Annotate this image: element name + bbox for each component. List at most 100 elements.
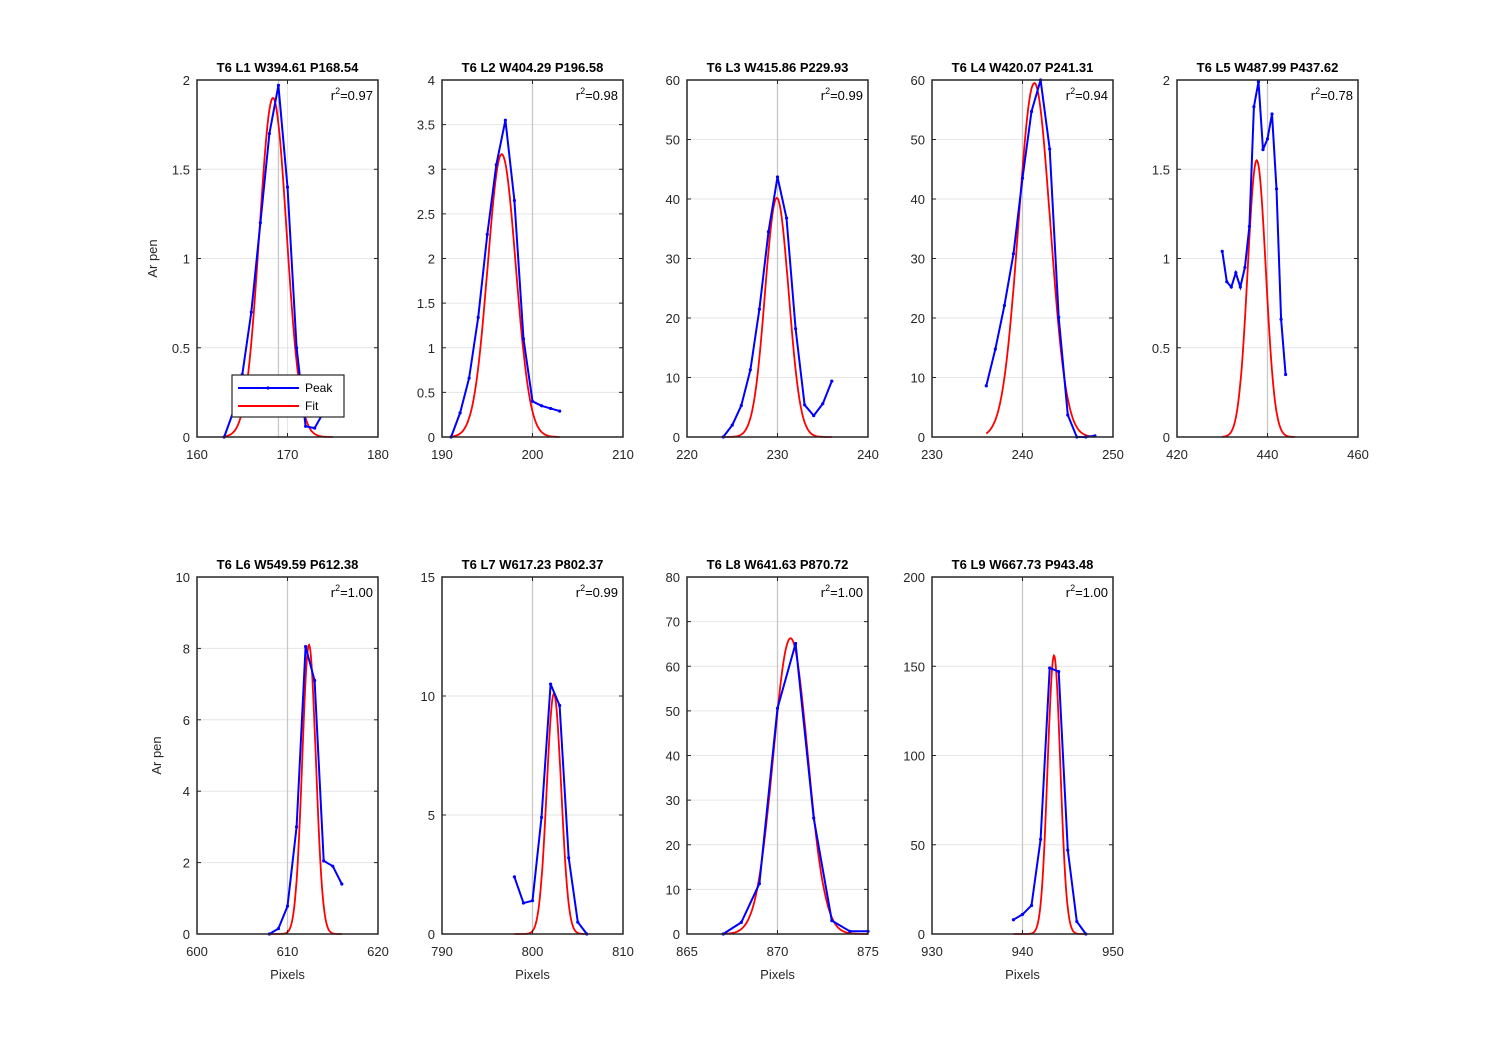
y-axis-label: Ar pen	[145, 239, 160, 277]
peak-point	[757, 307, 762, 311]
y-tick-label: 20	[666, 838, 680, 853]
peak-point	[313, 678, 317, 683]
r-squared-exponent: 2	[825, 86, 830, 96]
peak-point	[304, 424, 308, 428]
peak-point	[1011, 918, 1016, 922]
x-tick-label: 180	[367, 447, 389, 462]
x-tick-label: 200	[522, 447, 544, 462]
subplot-8: 865 870 875 0 10 20 30 40 50 60 70 80 T6 L8 W641.63 …	[666, 557, 879, 982]
peak-point	[830, 379, 834, 383]
r-squared-symbol: r	[1066, 88, 1071, 103]
peak-point	[739, 920, 743, 924]
x-tick-label: 230	[767, 447, 789, 462]
peak-point	[567, 856, 571, 860]
subplot-7: 790 800 810 0 5 10 15 T6 L7 W617.23 P802.37 r2=0…	[421, 557, 634, 982]
y-tick-label: 0	[1163, 430, 1170, 445]
peak-point	[322, 859, 326, 863]
peak-point	[494, 163, 498, 167]
y-tick-label: 5	[428, 808, 435, 823]
y-tick-label: 20	[666, 311, 680, 326]
y-tick-label: 0	[183, 430, 190, 445]
r-squared-label: r2=0.98	[576, 86, 618, 103]
x-axis-label: Pixels	[270, 967, 305, 982]
peak-point	[1243, 265, 1247, 270]
peak-point	[549, 682, 553, 686]
y-tick-label: 4	[428, 73, 435, 88]
y-tick-label: 0	[428, 927, 435, 942]
r-squared-value: =0.98	[585, 88, 618, 103]
subplot-title: T6 L7 W617.23 P802.37	[462, 557, 604, 572]
peak-point	[539, 815, 544, 819]
y-tick-label: 1	[183, 252, 190, 267]
peak-point	[521, 337, 526, 341]
x-tick-label: 870	[767, 944, 789, 959]
peak-point	[1066, 413, 1070, 417]
r-squared-exponent: 2	[335, 86, 340, 96]
y-tick-label: 70	[666, 615, 680, 630]
x-axis-label: Pixels	[515, 967, 550, 982]
r-squared-exponent: 2	[335, 583, 340, 593]
peak-point	[1002, 303, 1007, 308]
y-tick-label: 60	[911, 73, 925, 88]
y-tick-label: 0	[428, 430, 435, 445]
peak-point	[803, 403, 807, 407]
subplot-title: T6 L8 W641.63 P870.72	[707, 557, 849, 572]
y-tick-label: 30	[911, 252, 925, 267]
y-tick-label: 2	[428, 252, 435, 267]
x-tick-label: 810	[612, 944, 634, 959]
fit-series-line	[1222, 159, 1295, 438]
y-tick-label: 150	[903, 659, 925, 674]
x-tick-label: 600	[186, 944, 208, 959]
peak-point	[1048, 147, 1052, 151]
r-squared-label: r2=1.00	[821, 583, 863, 600]
peak-point	[812, 816, 816, 820]
x-tick-label: 220	[676, 447, 698, 462]
peak-point	[512, 875, 517, 879]
peak-point	[748, 368, 752, 372]
r-squared-exponent: 2	[825, 583, 830, 593]
peak-point	[739, 403, 743, 408]
subplot-title: T6 L5 W487.99 P437.62	[1197, 60, 1339, 75]
r-squared-symbol: r	[1311, 88, 1316, 103]
r-squared-symbol: r	[821, 585, 826, 600]
r-squared-value: =0.97	[340, 88, 373, 103]
y-tick-label: 50	[911, 133, 925, 148]
y-tick-label: 1.5	[417, 296, 435, 311]
peak-point	[1039, 837, 1043, 841]
x-tick-label: 250	[1102, 447, 1124, 462]
r-squared-symbol: r	[821, 88, 826, 103]
x-tick-label: 240	[1012, 447, 1034, 462]
r-squared-exponent: 2	[580, 86, 585, 96]
legend-fit-label: Fit	[305, 399, 319, 413]
x-tick-label: 210	[612, 447, 634, 462]
peak-point	[285, 904, 290, 908]
x-tick-label: 230	[921, 447, 943, 462]
y-tick-label: 60	[666, 73, 680, 88]
y-tick-label: 60	[666, 659, 680, 674]
peak-point	[1247, 224, 1251, 228]
y-tick-label: 0	[673, 927, 680, 942]
y-tick-label: 2	[183, 856, 190, 871]
peak-point	[730, 423, 734, 427]
r-squared-symbol: r	[576, 585, 581, 600]
y-tick-label: 0.5	[1152, 341, 1170, 356]
peak-point	[294, 825, 299, 829]
r-squared-exponent: 2	[580, 583, 585, 593]
y-tick-label: 0	[918, 927, 925, 942]
r-squared-value: =0.99	[830, 88, 863, 103]
y-tick-label: 2	[183, 73, 190, 88]
y-axis-label: Ar pen	[149, 736, 164, 774]
y-tick-label: 10	[666, 371, 680, 386]
peak-point	[1234, 271, 1238, 275]
peak-point	[1265, 137, 1270, 141]
peak-point	[766, 230, 771, 234]
y-tick-label: 6	[183, 713, 190, 728]
peak-point	[539, 404, 544, 408]
peak-point	[1011, 252, 1016, 256]
r-squared-value: =1.00	[1075, 585, 1108, 600]
y-tick-label: 0.5	[417, 385, 435, 400]
x-tick-label: 940	[1012, 944, 1034, 959]
x-axis-label: Pixels	[760, 967, 795, 982]
peak-point	[476, 315, 480, 320]
peak-point	[530, 899, 535, 903]
